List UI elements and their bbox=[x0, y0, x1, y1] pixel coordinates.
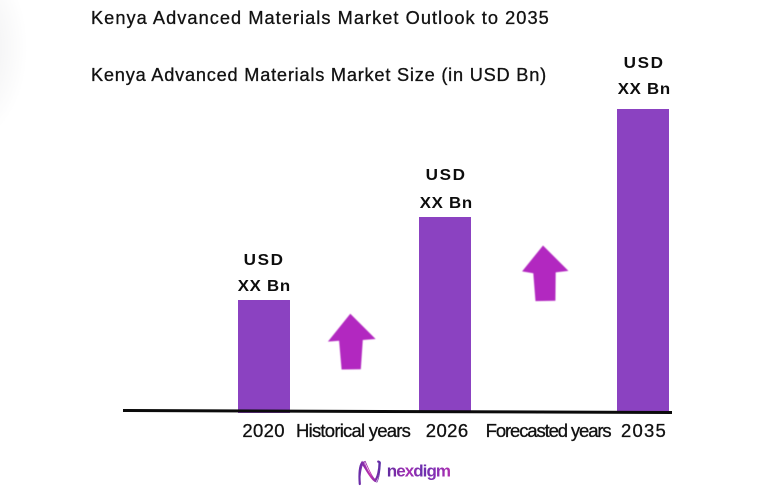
svg-text:nexdigm: nexdigm bbox=[387, 462, 451, 481]
